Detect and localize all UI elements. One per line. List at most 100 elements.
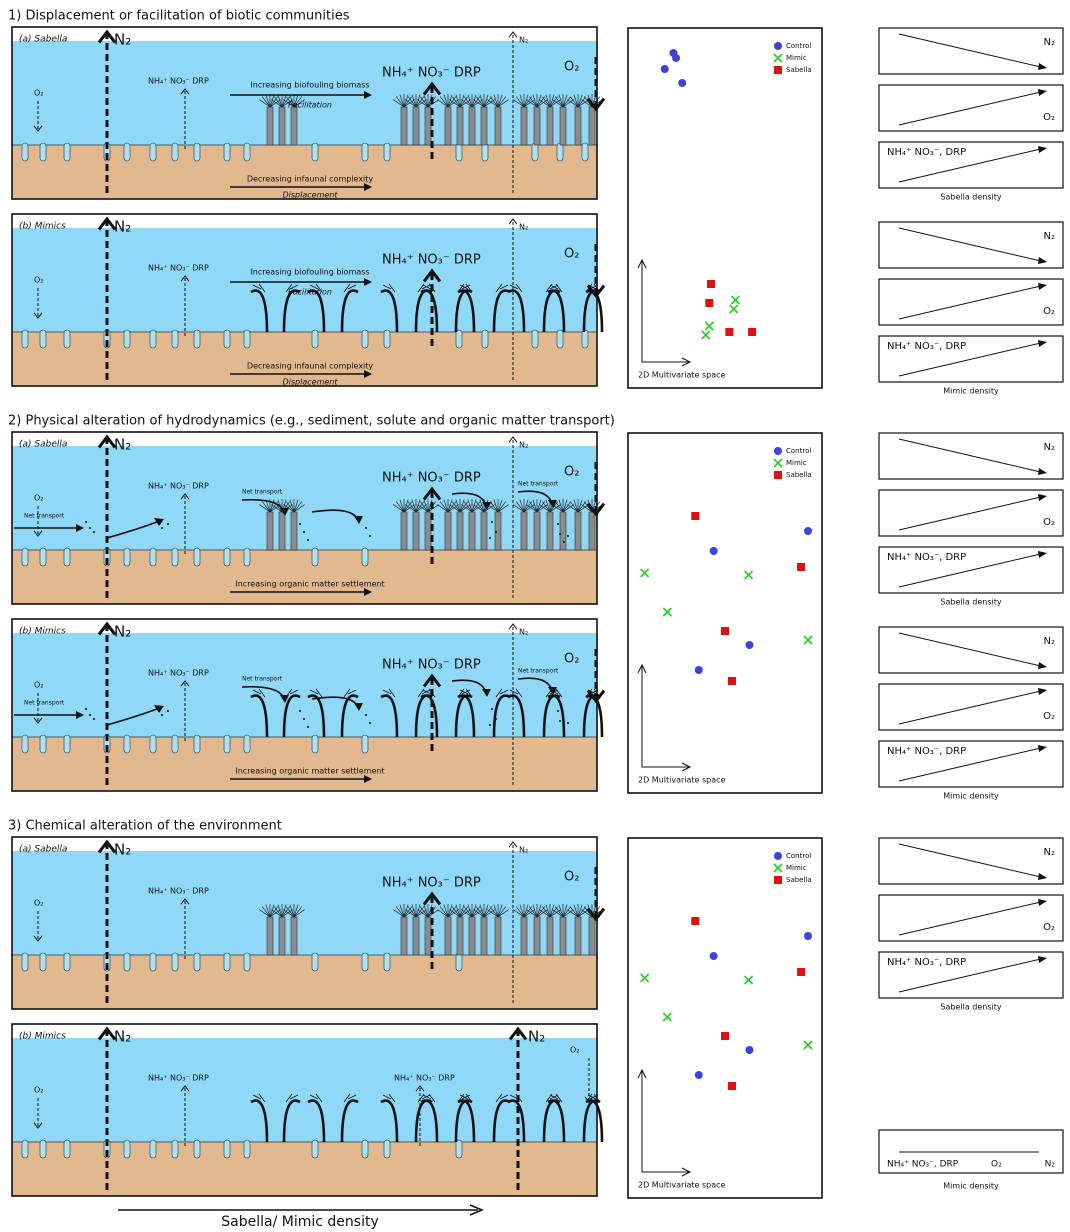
ordination-axis-label: 2D Multivariate space — [638, 776, 726, 785]
particle — [369, 722, 371, 724]
sediment — [12, 1142, 597, 1196]
sabella-tube — [521, 107, 527, 145]
ordination-border — [628, 28, 822, 388]
scenario-panel: (a) SabellaN₂O₂Net transportNH₄⁺ NO₃⁻ DR… — [12, 432, 604, 604]
panel-text: O₂ — [34, 89, 44, 98]
control-point — [774, 852, 782, 860]
particle — [557, 710, 559, 712]
burrow — [362, 143, 368, 161]
trend-label: NH₄⁺ NO₃⁻, DRP — [887, 957, 966, 968]
particle — [167, 710, 169, 712]
sabella-tube — [291, 917, 297, 955]
sabella-tube — [575, 917, 581, 955]
control-point — [804, 932, 812, 940]
burrow — [312, 330, 318, 348]
panel-text: NH₄⁺ NO₃⁻ DRP — [148, 1074, 209, 1083]
sabella-point — [774, 471, 782, 479]
burrow — [40, 1140, 46, 1158]
ordination-plot: ControlMimicSabella2D Multivariate space — [628, 838, 822, 1198]
sediment — [12, 550, 597, 604]
trend-label: O₂ — [1043, 922, 1055, 933]
sabella-point — [728, 677, 736, 685]
panel-text: O₂ — [564, 247, 579, 262]
burrow — [150, 953, 156, 971]
sabella-tube — [534, 917, 540, 955]
sabella-tube — [560, 917, 566, 955]
burrow — [224, 143, 230, 161]
panel-text: N₂ — [114, 31, 131, 49]
sabella-tube — [445, 917, 451, 955]
water — [12, 851, 597, 955]
sabella-tube — [413, 917, 419, 955]
sabella-tube — [457, 512, 463, 550]
burrow — [362, 735, 368, 753]
legend-label: Sabella — [786, 66, 812, 74]
sabella-tube — [495, 107, 501, 145]
panel-text: N₂ — [519, 36, 528, 45]
legend-label: Mimic — [786, 54, 807, 62]
panel-text: Displacement — [283, 191, 339, 200]
sabella-point — [774, 66, 782, 74]
sabella-tube — [534, 107, 540, 145]
burrow — [312, 953, 318, 971]
panel-text: Increasing organic matter settlement — [235, 580, 384, 589]
burrow — [244, 548, 250, 566]
panel-text: Net transport — [24, 513, 65, 520]
particle — [559, 720, 561, 722]
trend-label: N₂ — [1044, 231, 1056, 242]
trend-label: O₂ — [1043, 112, 1055, 123]
trend-label: N₂ — [1044, 442, 1056, 453]
legend-label: Control — [786, 447, 811, 455]
trend-caption: Sabella density — [940, 598, 1001, 607]
burrow — [312, 1140, 318, 1158]
particle — [491, 708, 493, 710]
particle — [299, 523, 301, 525]
burrow — [40, 735, 46, 753]
x-axis-label: Sabella/ Mimic density — [221, 1214, 378, 1230]
burrow — [64, 143, 70, 161]
sabella-tube — [575, 107, 581, 145]
panel-text: NH₄⁺ NO₃⁻ DRP — [148, 264, 209, 273]
burrow — [194, 143, 200, 161]
panel-text: (a) Sabella — [19, 35, 67, 45]
sabella-tube — [589, 917, 595, 955]
burrow — [456, 330, 462, 348]
sabella-tube — [401, 917, 407, 955]
trend-caption: Sabella density — [940, 193, 1001, 202]
trend-caption: Mimic density — [943, 1182, 999, 1191]
panel-text: O₂ — [564, 870, 579, 885]
sediment — [12, 955, 597, 1009]
sabella-point — [774, 876, 782, 884]
control-point — [678, 79, 686, 87]
sabella-tube — [547, 107, 553, 145]
particle — [89, 527, 91, 529]
burrow — [362, 330, 368, 348]
particle — [489, 537, 491, 539]
sabella-tube — [279, 107, 285, 145]
sabella-tube — [481, 917, 487, 955]
scenario-panel: (a) SabellaN₂O₂NH₄⁺ NO₃⁻ DRPIncreasing b… — [12, 27, 604, 200]
burrow — [22, 1140, 28, 1158]
water — [12, 633, 597, 737]
panel-text: O₂ — [34, 899, 44, 908]
burrow — [244, 143, 250, 161]
particle — [167, 523, 169, 525]
trend-label: NH₄⁺ NO₃⁻, DRP — [887, 147, 966, 158]
particle — [85, 708, 87, 710]
trend-label: N₂ — [1044, 37, 1056, 48]
legend-label: Sabella — [786, 876, 812, 884]
panel-text: (a) Sabella — [19, 845, 67, 855]
figure: Sabella/ Mimic density 1) Displacement o… — [0, 0, 1070, 1232]
burrow — [224, 1140, 230, 1158]
burrow — [384, 1140, 390, 1158]
sabella-point — [797, 968, 805, 976]
control-point — [695, 666, 703, 674]
burrow — [384, 330, 390, 348]
sabella-tube — [560, 512, 566, 550]
burrow — [362, 953, 368, 971]
panel-text: Increasing biofouling biomass — [250, 268, 369, 277]
sabella-tube — [457, 107, 463, 145]
sabella-tube — [279, 917, 285, 955]
sabella-point — [707, 280, 715, 288]
